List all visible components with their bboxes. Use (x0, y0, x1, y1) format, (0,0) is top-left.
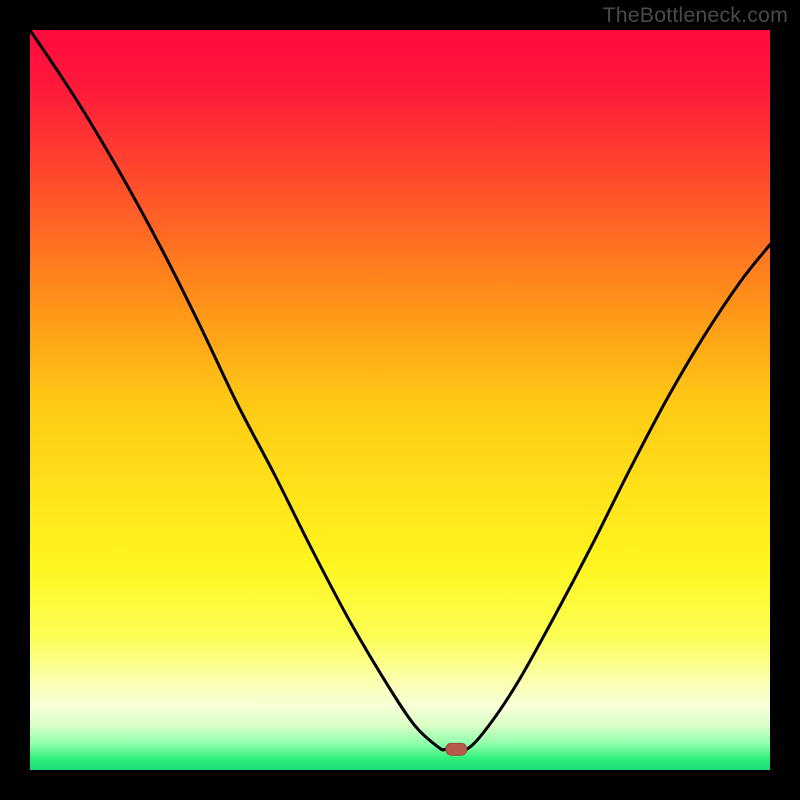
gradient-background (30, 30, 770, 770)
watermark-text: TheBottleneck.com (603, 3, 788, 28)
chart-svg (30, 30, 770, 770)
optimal-point-marker (446, 743, 467, 755)
root: TheBottleneck.com (0, 0, 800, 800)
chart-stage (30, 30, 770, 770)
